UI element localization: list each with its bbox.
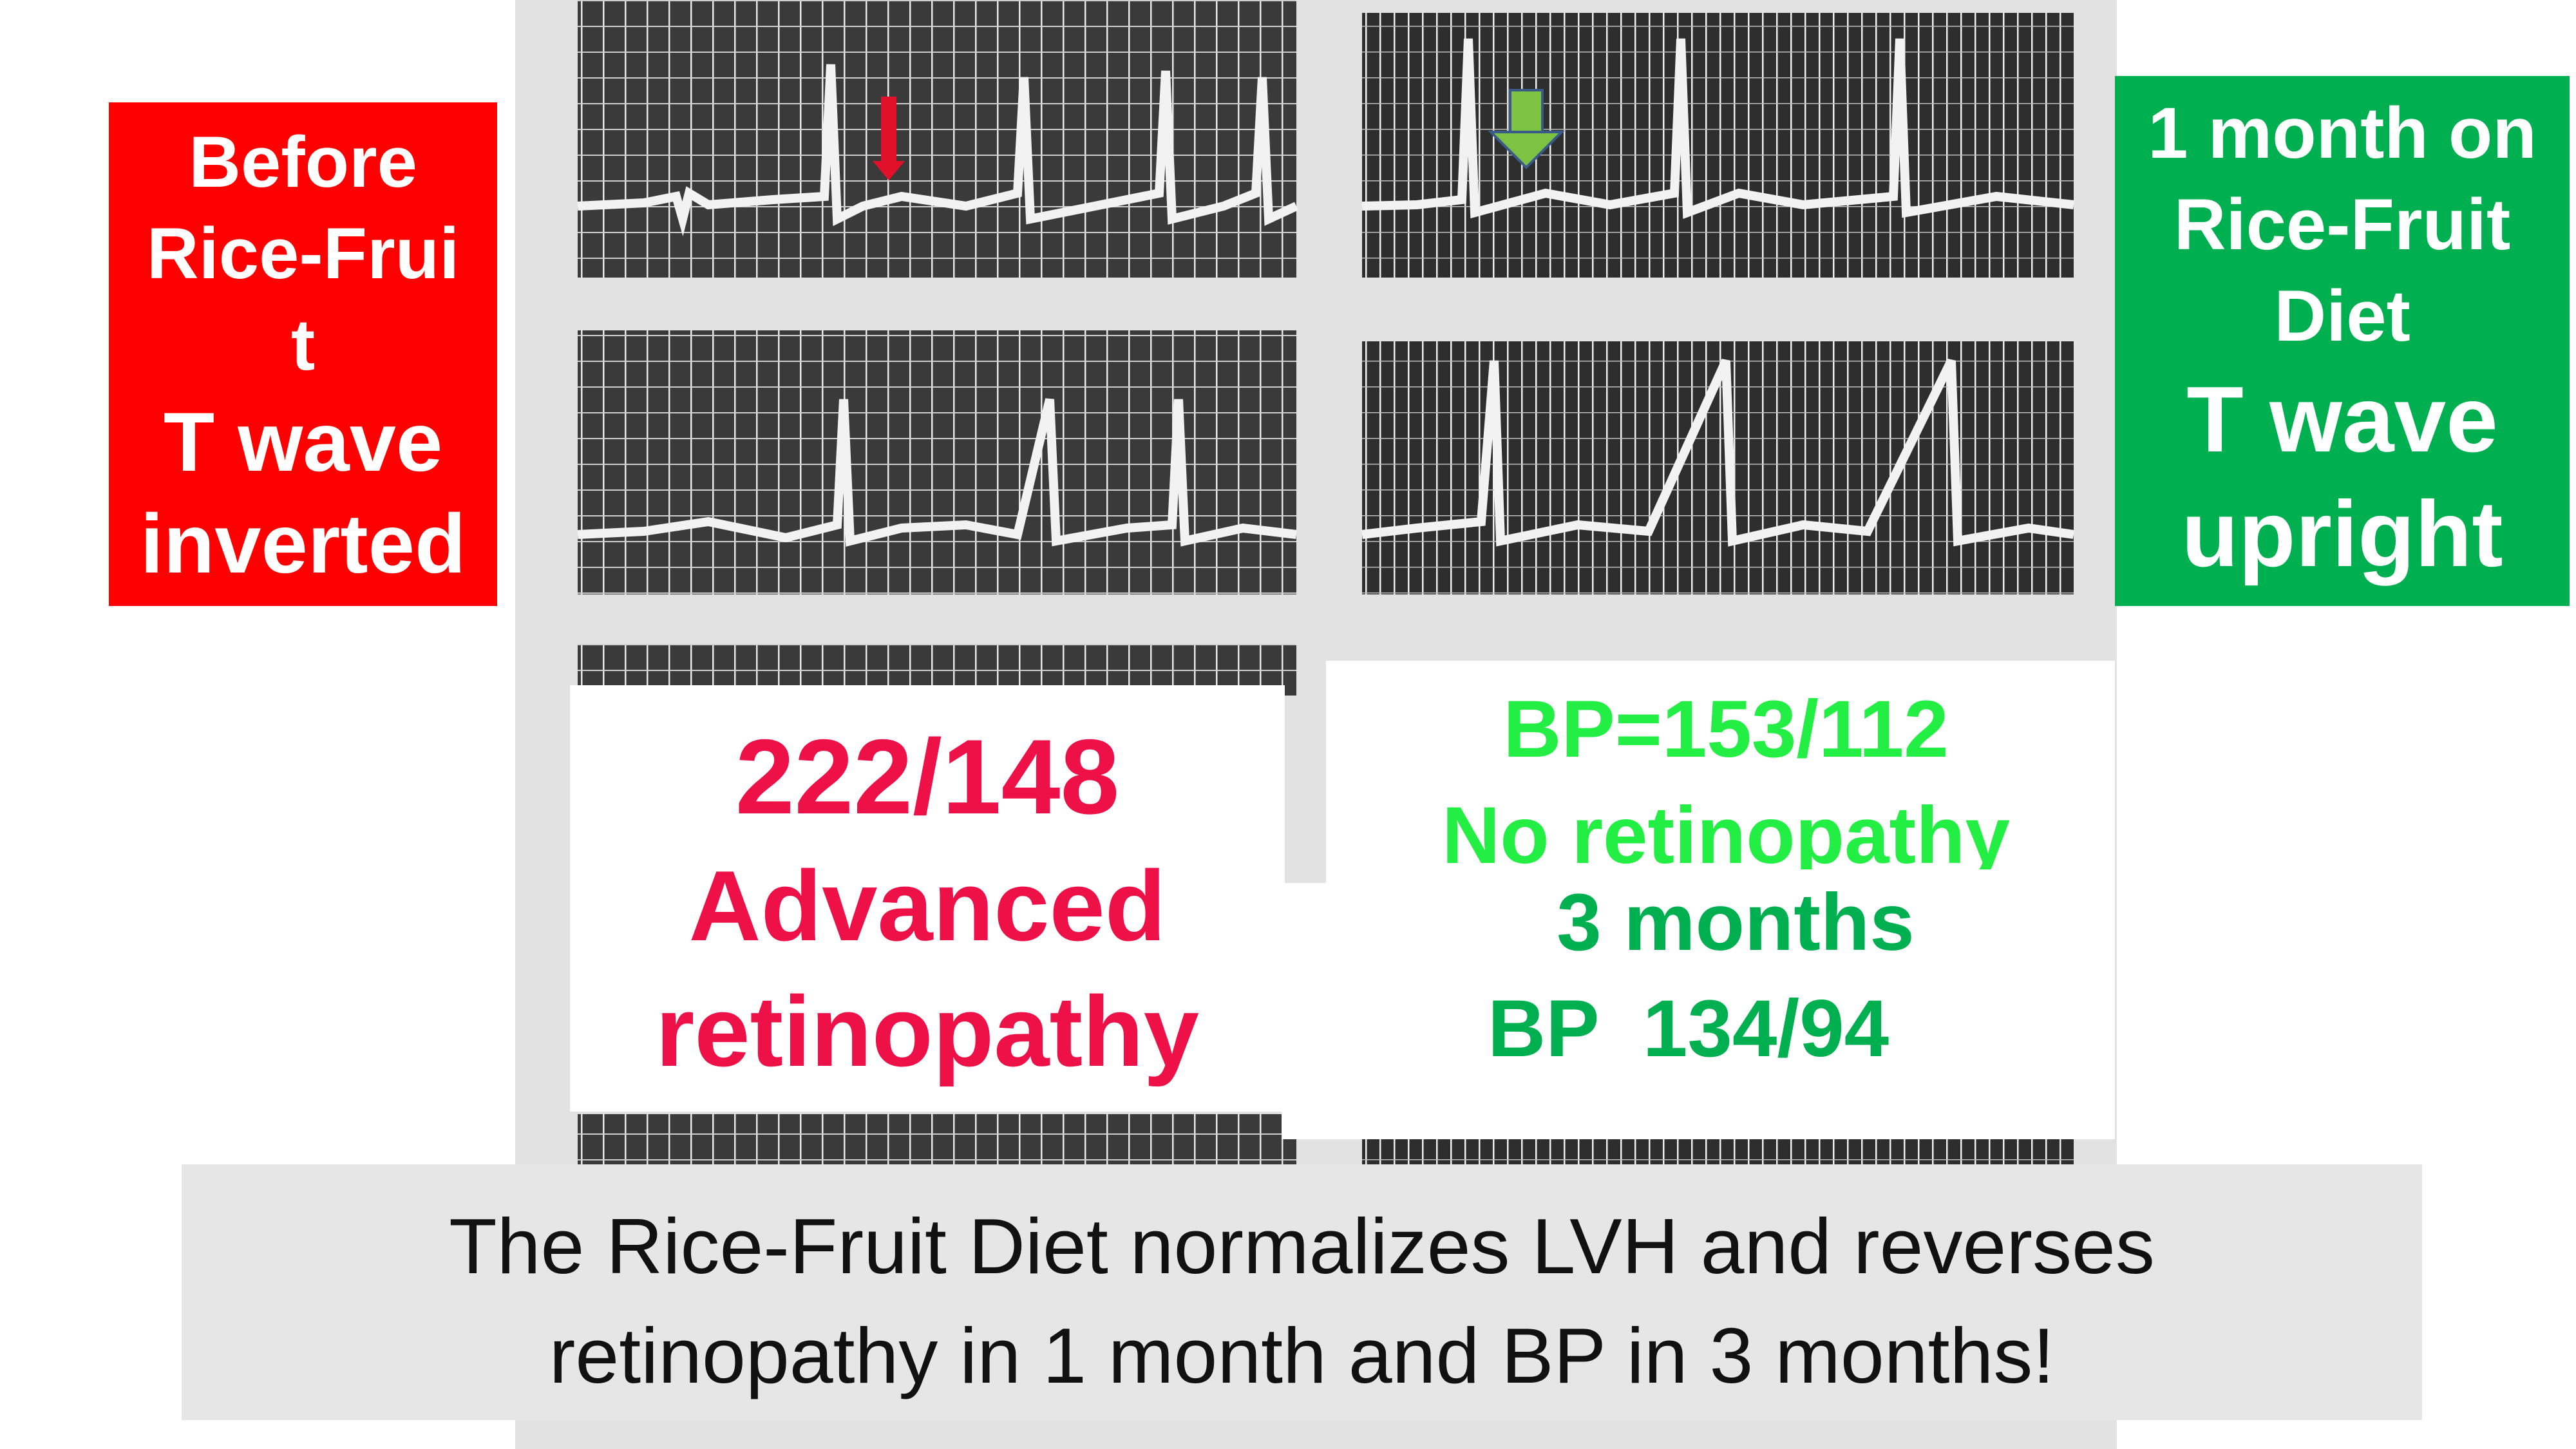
box-line: t bbox=[290, 305, 316, 385]
box-line: inverted bbox=[140, 497, 466, 591]
caption-line: retinopathy in 1 month and BP in 3 month… bbox=[549, 1312, 2055, 1399]
box-line: Rice-Fruit bbox=[2174, 184, 2511, 265]
caption-box: The Rice-Fruit Diet normalizes LVH and r… bbox=[182, 1164, 2422, 1420]
before-label-box: Before Rice-Frui t T wave inverted bbox=[109, 102, 497, 606]
panel-line: retinopathy bbox=[656, 976, 1199, 1087]
after-label-box: 1 month on Rice-Fruit Diet T wave uprigh… bbox=[2115, 76, 2570, 606]
box-line: Diet bbox=[2274, 276, 2410, 356]
box-line: T wave bbox=[163, 395, 443, 489]
box-line: Before bbox=[189, 122, 417, 202]
box-line: Rice-Frui bbox=[146, 213, 460, 294]
box-line: upright bbox=[2181, 482, 2503, 586]
panel-line: BP=153/112 bbox=[1503, 685, 1949, 774]
panel-line: No retinopathy bbox=[1442, 791, 2010, 869]
after-panel-bg bbox=[1282, 883, 2115, 1139]
after-panel-bg bbox=[1326, 661, 2115, 883]
after-panel: BP=153/112 No retinopathy 3 months BP 13… bbox=[1378, 676, 2074, 1082]
box-line: T wave bbox=[2186, 367, 2498, 471]
before-panel: 222/148 Advanced retinopathy bbox=[570, 685, 1285, 1112]
panel-line: Advanced bbox=[688, 850, 1166, 961]
caption-line: The Rice-Fruit Diet normalizes LVH and r… bbox=[449, 1202, 2155, 1290]
panel-line: 3 months bbox=[1557, 878, 1915, 967]
panel-line: BP 134/94 bbox=[1488, 984, 1889, 1074]
panel-line: 222/148 bbox=[735, 717, 1120, 836]
box-line: 1 month on bbox=[2148, 93, 2537, 173]
